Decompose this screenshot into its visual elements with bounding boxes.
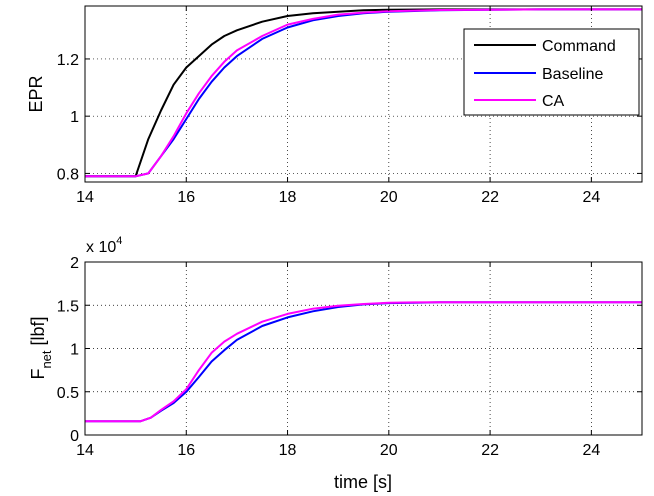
x-tick-label: 18 bbox=[279, 189, 297, 206]
series-group-fnet bbox=[85, 301, 642, 423]
x-tick-label: 22 bbox=[481, 442, 499, 459]
y-tick-label: 2 bbox=[70, 255, 79, 272]
x-tick-label: 16 bbox=[177, 442, 195, 459]
y-axis-label-fnet: Fnet [lbf] bbox=[28, 316, 54, 379]
y-tick-label: 1.2 bbox=[57, 52, 79, 69]
x-tick-label: 20 bbox=[380, 189, 398, 206]
series-line-ca bbox=[85, 301, 642, 423]
y-tick-label: 1 bbox=[70, 109, 79, 126]
x-tick-label: 14 bbox=[76, 189, 94, 206]
y-axis-label-epr: EPR bbox=[26, 75, 46, 112]
x-tick-label: 18 bbox=[279, 442, 297, 459]
series-line-ca bbox=[85, 8, 642, 178]
ticks-fnet: 14 16 18 20 22 24 0 0.5 1 1.5 2 bbox=[57, 255, 642, 459]
legend: Command Baseline CA bbox=[463, 28, 640, 116]
y-tick-label: 0 bbox=[70, 428, 79, 445]
legend-label-baseline: Baseline bbox=[542, 66, 603, 83]
x-axis-label: time [s] bbox=[334, 472, 392, 492]
ticks-epr: 14 16 18 20 22 24 0.8 1 1.2 bbox=[57, 6, 642, 206]
legend-label-ca: CA bbox=[542, 93, 565, 110]
x-tick-label: 24 bbox=[582, 442, 600, 459]
subplot-epr: 14 16 18 20 22 24 0.8 1 1.2 EPR Command Baseline… bbox=[26, 5, 643, 206]
y-tick-label: 1.5 bbox=[57, 298, 79, 315]
x-tick-label: 24 bbox=[582, 189, 600, 206]
y-tick-label: 1 bbox=[70, 342, 79, 359]
x-tick-label: 20 bbox=[380, 442, 398, 459]
y-tick-label: 0.8 bbox=[57, 166, 79, 183]
axes-box-epr bbox=[84, 5, 643, 183]
subplot-fnet: 14 16 18 20 22 24 0 0.5 1 1.5 2 x 104 Fnet [lbf] t… bbox=[28, 235, 643, 492]
x-tick-label: 14 bbox=[76, 442, 94, 459]
y-tick-label: 0.5 bbox=[57, 385, 79, 402]
plot-area-fnet bbox=[85, 262, 642, 435]
legend-label-command: Command bbox=[542, 38, 616, 55]
x-tick-label: 16 bbox=[177, 189, 195, 206]
x-tick-label: 22 bbox=[481, 189, 499, 206]
series-group-epr bbox=[85, 8, 642, 178]
y-axis-multiplier: x 104 bbox=[86, 235, 122, 256]
